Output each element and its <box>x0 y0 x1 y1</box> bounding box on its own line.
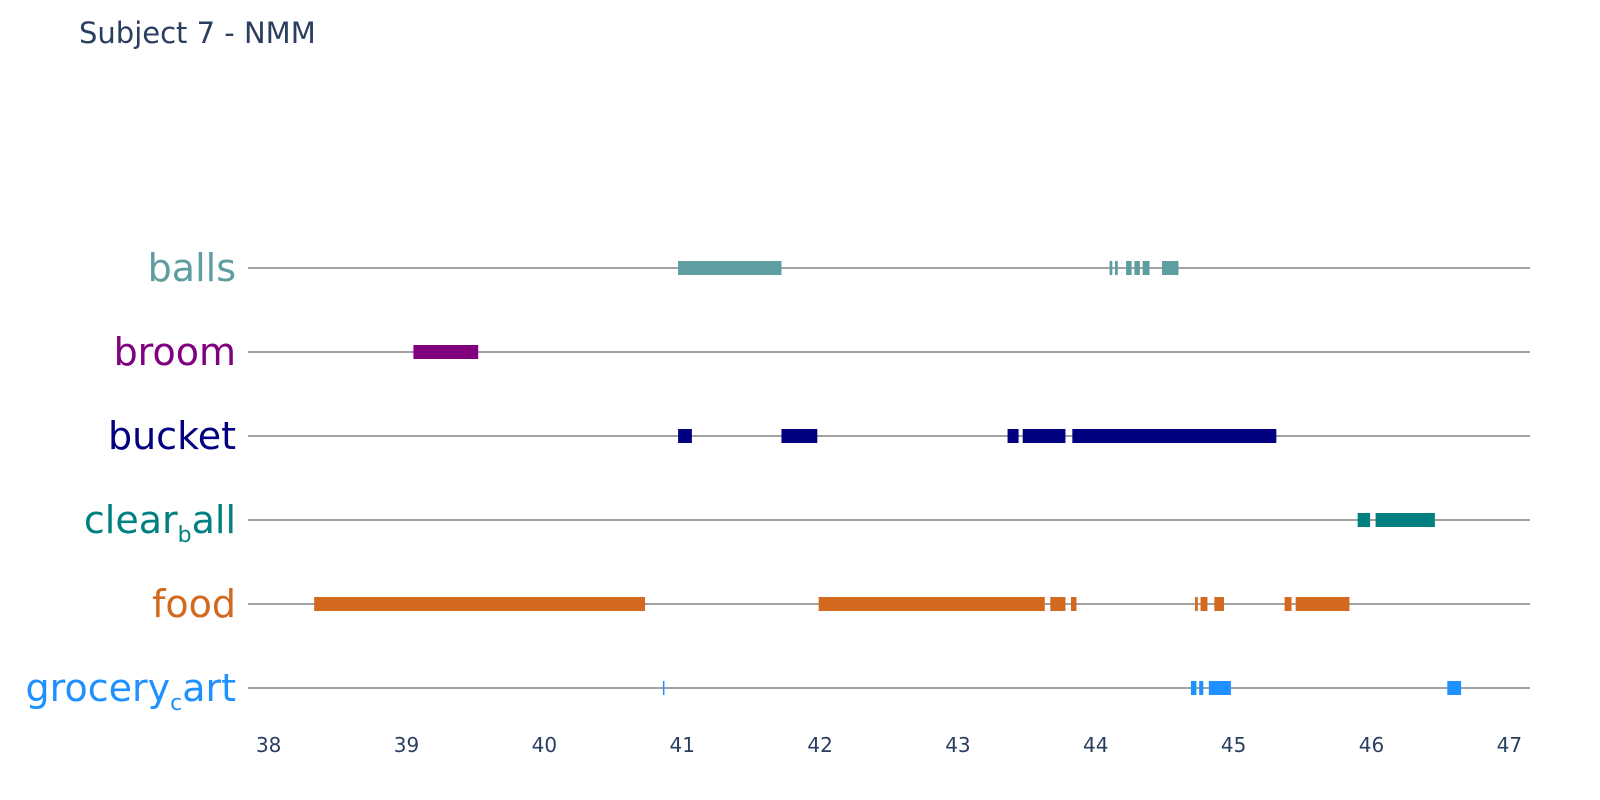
segment-bar <box>1022 429 1066 443</box>
segment-bar <box>1142 261 1150 275</box>
segment-bar <box>781 429 818 443</box>
x-tick-label: 45 <box>1221 733 1246 757</box>
category-label-rest: all <box>192 498 236 542</box>
category-label: broom <box>114 330 236 374</box>
x-tick-label: 38 <box>256 733 281 757</box>
segment-bar <box>1007 429 1019 443</box>
chart-title: Subject 7 - NMM <box>79 16 316 50</box>
segment-bar <box>413 345 479 359</box>
category-label-subscript: c <box>170 691 182 716</box>
category-label-rest: art <box>182 666 236 710</box>
segment-bar <box>1126 261 1132 275</box>
x-tick-label: 40 <box>532 733 557 757</box>
segment-bar <box>1190 681 1197 695</box>
segment-bar <box>1050 597 1066 611</box>
category-label: clearball <box>84 498 236 548</box>
segment-bar <box>1208 681 1231 695</box>
segment-bar <box>1115 261 1118 275</box>
segment-bar <box>1199 681 1204 695</box>
segment-bar <box>1447 681 1462 695</box>
row-broom: broom <box>114 330 1530 374</box>
segment-bar <box>314 597 646 611</box>
segment-bar <box>1109 261 1113 275</box>
segment-bar <box>818 597 1045 611</box>
x-tick-label: 41 <box>669 733 694 757</box>
x-tick-label: 43 <box>945 733 970 757</box>
segment-bar <box>1357 513 1371 527</box>
category-label-main: balls <box>148 246 236 290</box>
segment-bar <box>1134 261 1140 275</box>
row-clear-ball: clearball <box>84 498 1530 548</box>
segment-bar <box>1375 513 1435 527</box>
row-food: food <box>152 582 1530 626</box>
category-label-main: broom <box>114 330 236 374</box>
segment-bar <box>678 429 692 443</box>
x-tick-label: 44 <box>1083 733 1108 757</box>
x-tick-label: 42 <box>807 733 832 757</box>
x-axis-ticks: 38 39 40 41 42 43 44 45 46 47 <box>256 733 1522 757</box>
segment-bar <box>1214 597 1224 611</box>
category-label: balls <box>148 246 236 290</box>
segment-bar <box>678 261 782 275</box>
x-tick-label: 47 <box>1497 733 1522 757</box>
category-label-main: clear <box>84 498 178 542</box>
timeline-rows: balls broom bucket clearball food grocerycart <box>26 246 1530 716</box>
segment-bar <box>1195 597 1198 611</box>
category-label-main: bucket <box>108 414 236 458</box>
segment-bar <box>1072 429 1277 443</box>
segment-bar <box>1161 261 1179 275</box>
category-label: grocerycart <box>26 666 236 716</box>
x-tick-label: 46 <box>1359 733 1384 757</box>
category-label-subscript: b <box>178 523 192 548</box>
category-label-main: grocery <box>26 666 171 710</box>
x-tick-label: 39 <box>394 733 419 757</box>
segment-bar <box>1295 597 1350 611</box>
category-label: food <box>152 582 236 626</box>
row-bucket: bucket <box>108 414 1530 458</box>
segment-bar <box>1070 597 1077 611</box>
row-balls: balls <box>148 246 1530 290</box>
segment-bar <box>1284 597 1292 611</box>
category-label-main: food <box>152 582 236 626</box>
segment-bar <box>1200 597 1208 611</box>
row-grocery-cart: grocerycart <box>26 666 1530 716</box>
category-label: bucket <box>108 414 236 458</box>
segment-bar <box>662 681 665 695</box>
